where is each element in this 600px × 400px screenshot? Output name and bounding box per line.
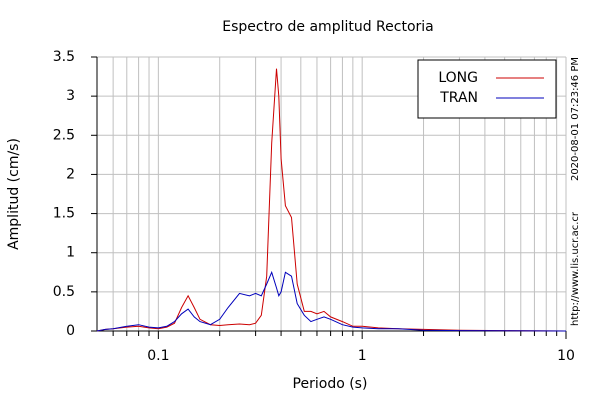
- series-line: [96, 270, 567, 332]
- legend-box: [417, 59, 557, 119]
- timestamp: 2020-08-01 07:23:46 PM: [570, 57, 581, 181]
- x-axis-label: Periodo (s): [293, 376, 368, 392]
- y-tick-label: 0: [66, 323, 75, 339]
- y-tick-label: 2.5: [53, 127, 75, 143]
- chart-title: Espectro de amplitud Rectoria: [222, 19, 434, 35]
- series-line: [96, 68, 567, 332]
- y-tick-label: 3: [66, 88, 75, 104]
- y-tick-label: 2: [66, 166, 75, 182]
- y-axis-label: Amplitud (cm/s): [6, 138, 22, 250]
- y-tick-label: 3.5: [53, 49, 75, 65]
- x-tick-label: 0.1: [147, 348, 169, 364]
- y-tick-label: 1.5: [53, 206, 75, 222]
- x-tick-label: 1: [358, 348, 367, 364]
- y-tick-label: 1: [66, 245, 75, 261]
- y-tick-label: 0.5: [53, 284, 75, 300]
- x-tick-label: 10: [557, 348, 575, 364]
- legend-label: LONG: [438, 70, 478, 86]
- source: http://www.lis.ucr.ac.cr: [570, 211, 581, 326]
- legend-label: TRAN: [439, 90, 478, 106]
